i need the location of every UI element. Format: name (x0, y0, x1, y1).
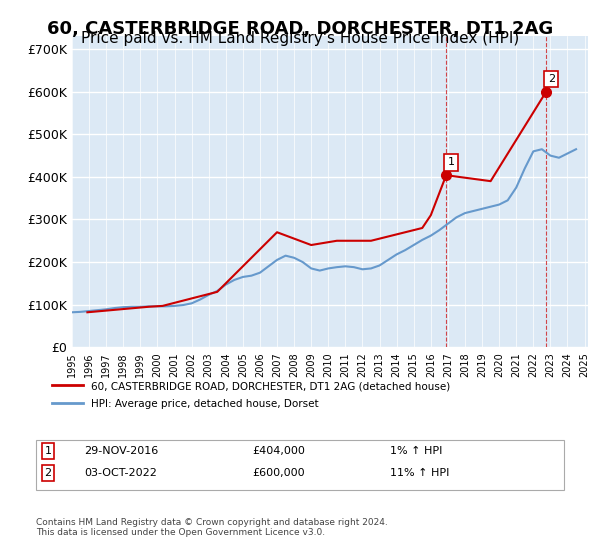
Text: 29-NOV-2016: 29-NOV-2016 (84, 446, 158, 456)
Legend: 60, CASTERBRIDGE ROAD, DORCHESTER, DT1 2AG (detached house), HPI: Average price,: 60, CASTERBRIDGE ROAD, DORCHESTER, DT1 2… (46, 376, 456, 414)
Text: £600,000: £600,000 (252, 468, 305, 478)
Text: 11% ↑ HPI: 11% ↑ HPI (390, 468, 449, 478)
Text: 2: 2 (548, 74, 555, 84)
Text: 03-OCT-2022: 03-OCT-2022 (84, 468, 157, 478)
Text: Price paid vs. HM Land Registry's House Price Index (HPI): Price paid vs. HM Land Registry's House … (81, 31, 519, 46)
Text: £404,000: £404,000 (252, 446, 305, 456)
Text: Contains HM Land Registry data © Crown copyright and database right 2024.
This d: Contains HM Land Registry data © Crown c… (36, 518, 388, 538)
Text: 1: 1 (448, 157, 455, 167)
Text: 2: 2 (44, 468, 52, 478)
Text: 1: 1 (44, 446, 52, 456)
Text: 1% ↑ HPI: 1% ↑ HPI (390, 446, 442, 456)
Text: 60, CASTERBRIDGE ROAD, DORCHESTER, DT1 2AG: 60, CASTERBRIDGE ROAD, DORCHESTER, DT1 2… (47, 20, 553, 38)
